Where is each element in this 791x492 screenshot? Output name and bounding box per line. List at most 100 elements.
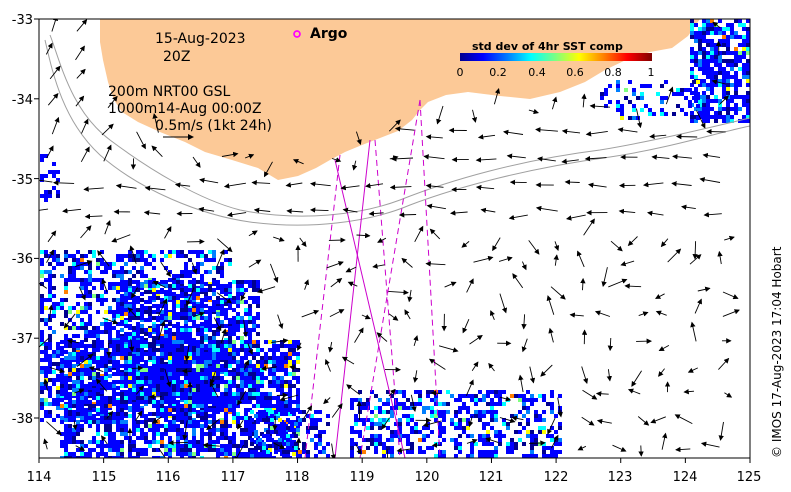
sst-pixel — [52, 258, 56, 262]
sst-pixel — [278, 438, 282, 442]
sst-pixel — [188, 332, 192, 336]
sst-pixel — [52, 266, 56, 270]
sst-pixel — [362, 450, 366, 454]
sst-pixel — [72, 270, 76, 274]
sst-pixel — [232, 396, 236, 400]
sst-pixel — [204, 364, 208, 368]
current-vector — [127, 307, 137, 318]
current-vector — [83, 186, 104, 192]
sst-pixel — [188, 340, 192, 344]
sst-pixel — [442, 410, 446, 414]
sst-pixel — [402, 394, 406, 398]
sst-pixel — [72, 440, 76, 444]
sst-pixel — [398, 390, 402, 394]
current-vector — [295, 437, 302, 449]
sst-pixel — [286, 450, 290, 454]
sst-pixel — [72, 372, 76, 376]
sst-pixel — [88, 412, 92, 416]
current-vector — [548, 327, 554, 343]
sst-pixel — [172, 380, 176, 384]
sst-pixel — [288, 384, 292, 388]
sst-pixel — [172, 416, 176, 420]
sst-pixel — [48, 378, 52, 382]
sst-pixel — [322, 450, 326, 454]
sst-pixel — [498, 390, 502, 394]
sst-pixel — [354, 422, 358, 426]
sst-pixel — [132, 456, 136, 458]
sst-pixel — [208, 320, 212, 324]
sst-pixel — [200, 348, 204, 352]
sst-pixel — [160, 360, 164, 364]
sst-pixel — [730, 83, 734, 87]
sst-pixel — [68, 400, 72, 404]
sst-pixel — [236, 312, 240, 316]
sst-pixel — [284, 400, 288, 404]
sst-pixel — [104, 322, 108, 326]
sst-pixel — [292, 348, 296, 352]
sst-pixel — [718, 103, 722, 107]
current-vector — [263, 161, 273, 178]
sst-pixel — [168, 316, 172, 320]
sst-pixel — [414, 430, 418, 434]
sst-pixel — [140, 372, 144, 376]
sst-pixel — [120, 376, 124, 380]
current-vector — [627, 388, 641, 395]
sst-pixel — [152, 348, 156, 352]
current-vector — [722, 291, 739, 300]
sst-pixel — [702, 47, 706, 51]
sst-pixel — [734, 51, 738, 55]
sst-pixel — [256, 300, 260, 304]
sst-pixel — [136, 328, 140, 332]
sst-pixel — [96, 402, 100, 406]
sst-pixel — [208, 428, 212, 432]
sst-pixel — [72, 254, 76, 258]
sst-pixel — [176, 452, 180, 456]
sst-pixel — [140, 328, 144, 332]
sst-pixel — [80, 412, 84, 416]
sst-pixel — [116, 412, 120, 416]
colorbar-tick: 0.2 — [489, 66, 507, 79]
current-vector — [62, 208, 82, 214]
sst-pixel — [722, 59, 726, 63]
sst-pixel — [120, 328, 124, 332]
sst-pixel — [216, 440, 220, 444]
sst-pixel — [188, 372, 192, 376]
sst-pixel — [518, 422, 522, 426]
sst-pixel — [314, 434, 318, 438]
sst-pixel — [718, 71, 722, 75]
sst-pixel — [208, 306, 212, 310]
sst-pixel — [264, 456, 268, 458]
sst-pixel — [298, 422, 302, 426]
current-vector — [76, 353, 94, 367]
sst-pixel — [80, 368, 84, 372]
current-vector — [396, 447, 411, 453]
sst-pixel — [738, 107, 742, 111]
sst-pixel — [282, 442, 286, 446]
sst-pixel — [216, 452, 220, 456]
sst-pixel — [228, 380, 232, 384]
sst-pixel — [248, 296, 252, 300]
sst-pixel — [390, 430, 394, 434]
sst-pixel — [680, 92, 684, 96]
sst-pixel — [124, 344, 128, 348]
sst-pixel — [84, 306, 88, 310]
sst-pixel — [362, 406, 366, 410]
sst-pixel — [538, 418, 542, 422]
sst-pixel — [244, 384, 248, 388]
velocity-scale-label: 0.5m/s (1kt 24h) — [155, 118, 272, 134]
sst-pixel — [702, 19, 706, 23]
sst-pixel — [296, 388, 300, 392]
current-vector — [48, 304, 54, 320]
sst-pixel — [526, 406, 530, 410]
sst-pixel — [136, 270, 140, 274]
sst-pixel — [152, 448, 156, 452]
sst-pixel — [746, 67, 750, 71]
sst-pixel — [698, 67, 702, 71]
sst-pixel — [164, 308, 168, 312]
sst-pixel — [726, 79, 730, 83]
sst-pixel — [144, 290, 148, 294]
sst-pixel — [100, 420, 104, 424]
sst-pixel — [446, 402, 450, 406]
sst-pixel — [256, 380, 260, 384]
sst-pixel — [76, 420, 80, 424]
